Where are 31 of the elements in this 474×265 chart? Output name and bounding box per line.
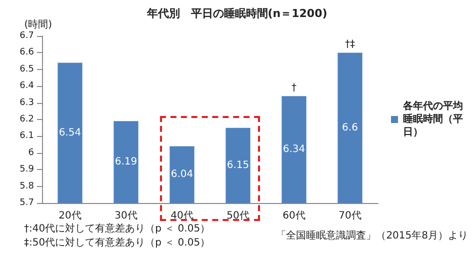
data-label: 6.54	[58, 127, 82, 138]
x-tick-label: 50代	[226, 210, 250, 222]
x-tick-label: 70代	[338, 210, 362, 222]
annotation: †	[292, 82, 296, 94]
legend-label: 各年代の平均睡眠時間（平日）	[402, 100, 463, 138]
y-tick-label: 6.7	[20, 31, 34, 41]
y-tick-label: 5.7	[20, 198, 34, 208]
y-tick-label: 6.4	[20, 81, 34, 92]
data-label: 6.15	[226, 160, 250, 171]
y-tick-label: 6.3	[20, 98, 34, 108]
y-axis-title: (時間)	[24, 18, 52, 30]
annotation: †‡	[345, 39, 355, 50]
text: 「全国睡眠意識調査」（2015年8月）より	[276, 230, 468, 242]
y-tick-label: 6.6	[20, 48, 34, 58]
text: ‡:50代に対して有意差あり（p ＜ 0.05）	[24, 236, 210, 248]
y-tick-label: 6.1	[20, 131, 34, 142]
x-tick-label: 30代	[114, 210, 138, 222]
y-tick-label: 5.9	[20, 164, 34, 175]
y-tick-label: 6.5	[20, 64, 34, 74]
data-label: 6.34	[282, 144, 306, 156]
y-tick-label: 6.2	[20, 114, 34, 124]
chart-title: 年代別 平日の睡眠時間(n＝1200)	[146, 7, 328, 20]
data-label: 6.6	[342, 122, 358, 134]
y-tick-label: 6	[28, 148, 34, 158]
data-label: 6.04	[170, 169, 194, 180]
x-tick-label: 20代	[58, 210, 82, 222]
x-tick-label: 60代	[282, 210, 306, 222]
y-tick-label: 5.8	[20, 181, 34, 192]
x-tick-label: 40代	[170, 210, 194, 222]
data-label: 6.19	[114, 156, 138, 168]
text: †:40代に対して有意差あり（p ＜ 0.05）	[24, 222, 210, 234]
